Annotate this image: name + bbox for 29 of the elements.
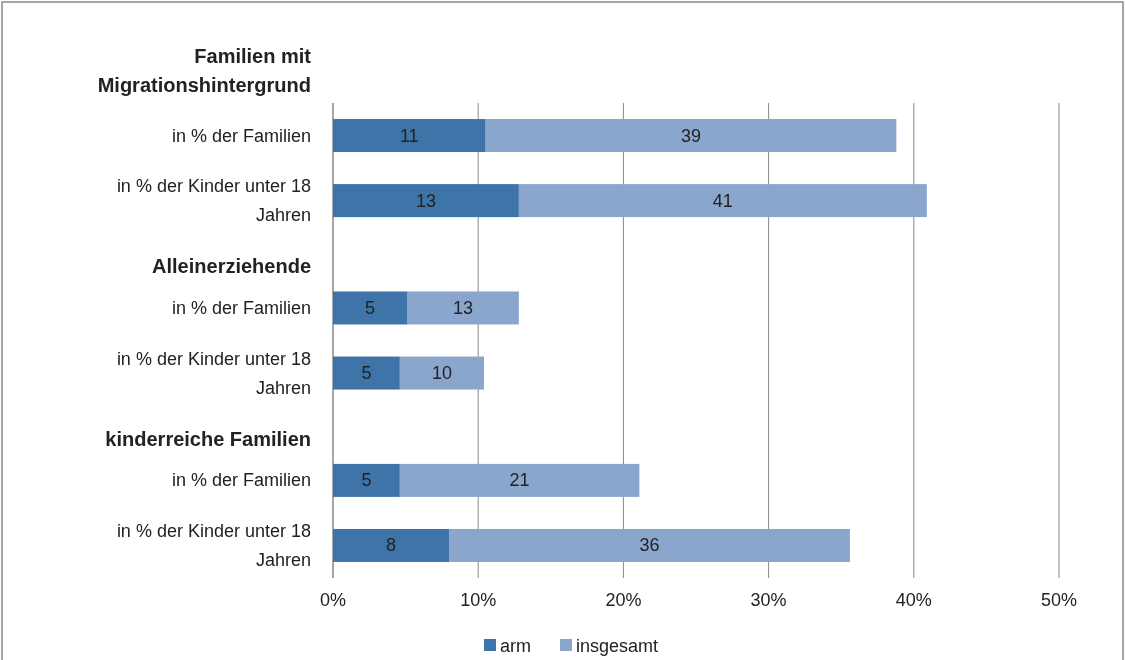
total-label: 10	[431, 363, 452, 384]
x-tick-label: 20%	[605, 590, 642, 610]
data-label: 5	[361, 363, 372, 384]
total-label: 21	[509, 470, 530, 491]
data-label: 5	[361, 470, 372, 491]
x-tick-label: 0%	[319, 590, 347, 610]
x-tick-label: 30%	[750, 590, 787, 610]
legend-label: insgesamt	[576, 636, 659, 656]
total-label: 36	[639, 535, 660, 556]
y-tick-label: in % der Kinder unter 18 Jahren	[116, 176, 311, 226]
data-label: 13	[415, 190, 436, 211]
x-tick-label: 40%	[895, 590, 932, 610]
total-label: 13	[452, 297, 473, 318]
y-tick-label: in % der Familien	[171, 470, 311, 491]
y-tick-label: Alleinerziehende	[152, 255, 311, 278]
y-tick-label: in % der Kinder unter 18 Jahren	[116, 348, 311, 398]
data-label: 5	[365, 297, 376, 318]
x-tick-label: 50%	[1040, 590, 1078, 610]
total-label: 39	[680, 125, 701, 146]
y-tick-label: Familien mit Migrationshintergrund	[97, 45, 312, 97]
y-tick-label: in % der Kinder unter 18 Jahren	[116, 520, 311, 570]
x-tick-label: 10%	[460, 590, 497, 610]
y-tick-label: in % der Familien	[171, 125, 311, 146]
data-label: 8	[386, 535, 397, 556]
total-label: 41	[712, 190, 733, 211]
data-label: 11	[399, 125, 419, 146]
y-tick-label: in % der Familien	[171, 297, 311, 318]
y-tick-label: kinderreiche Familien	[105, 427, 311, 450]
legend-label: arm	[500, 636, 531, 656]
